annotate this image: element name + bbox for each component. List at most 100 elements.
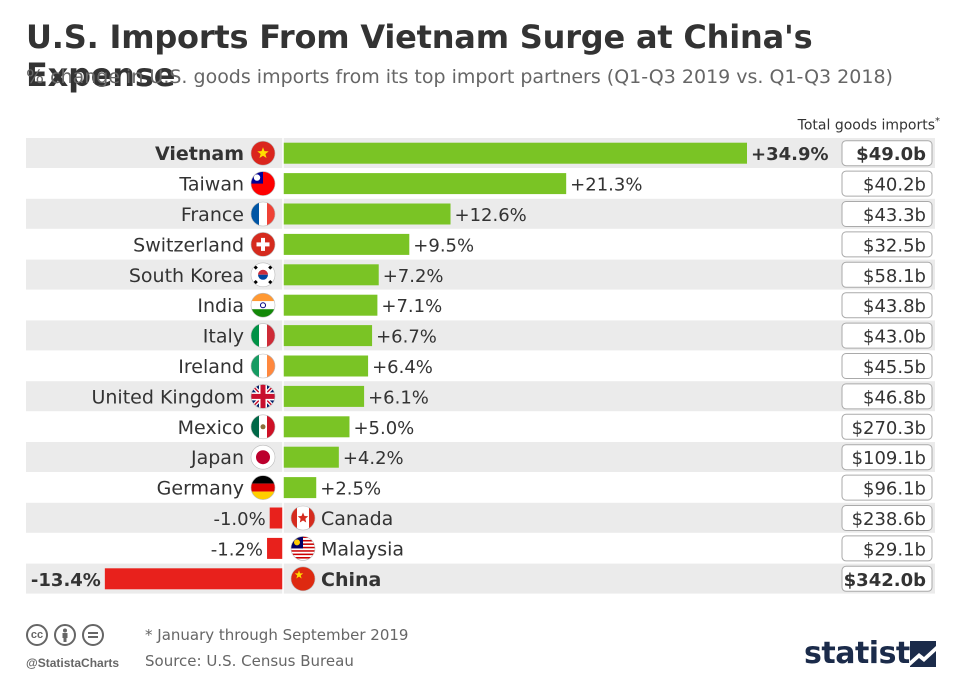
total-imports-box — [841, 231, 933, 258]
flag-outline — [250, 323, 276, 348]
total-imports-value: $238.6b — [852, 509, 926, 530]
flag-part — [251, 323, 259, 348]
category-label: Japan — [190, 447, 244, 469]
value-label: +6.4% — [372, 357, 433, 378]
flag-outline — [250, 444, 276, 470]
category-label: India — [197, 295, 244, 317]
flag-part — [309, 506, 315, 530]
row-shade — [26, 381, 935, 412]
flag-part — [251, 491, 275, 500]
flag-body — [291, 506, 315, 530]
taiwan-flag-icon — [250, 171, 276, 196]
canada-flag-icon — [290, 505, 316, 531]
twitter-handle[interactable]: @StatistaCharts — [26, 656, 120, 670]
flag-star — [257, 147, 269, 159]
china-flag-icon — [290, 566, 316, 592]
flag-part — [259, 354, 267, 378]
flag-part — [251, 293, 275, 302]
value-label: +5.0% — [353, 418, 414, 439]
bar — [267, 537, 283, 559]
bar — [283, 477, 317, 499]
value-label: +4.2% — [343, 448, 404, 469]
chart-title: U.S. Imports From Vietnam Surge at China… — [26, 18, 813, 94]
category-label: Switzerland — [133, 234, 244, 256]
total-imports-value: $29.1b — [863, 539, 926, 560]
flag-part — [251, 309, 275, 318]
total-imports-box — [841, 474, 933, 501]
flag-outline — [250, 232, 276, 257]
bar — [283, 142, 747, 164]
source-text: Source: U.S. Census Bureau — [145, 652, 354, 670]
total-imports-value: $43.0b — [863, 327, 926, 348]
by-icon — [54, 624, 76, 646]
total-imports-box — [841, 292, 933, 319]
italy-flag-icon — [250, 323, 276, 348]
ireland-flag-icon — [250, 353, 276, 379]
malaysia-flag-icon — [290, 536, 316, 561]
bar — [283, 385, 365, 407]
total-imports-value: $43.8b — [863, 296, 926, 317]
license-icons: cc — [26, 624, 104, 646]
flag-stripe — [291, 558, 315, 561]
bar-row: Japan +4.2% $109.1b — [26, 442, 935, 472]
row-shade — [26, 442, 935, 472]
total-imports-box — [841, 505, 933, 531]
mexico-flag-icon — [250, 414, 276, 440]
flag-part — [267, 414, 275, 439]
bar-row: Switzerland +9.5% $32.5b — [133, 231, 933, 258]
value-label: +9.5% — [413, 235, 474, 256]
bar-row: Vietnam +34.9% $49.0b — [26, 138, 935, 168]
total-imports-value: $58.1b — [863, 266, 926, 287]
total-imports-value: $96.1b — [863, 479, 926, 500]
bar-row: China -13.4% $342.0b — [26, 563, 935, 594]
flag-part — [251, 202, 259, 226]
category-label: France — [181, 204, 244, 226]
total-imports-box — [841, 201, 933, 227]
flag-body — [251, 414, 275, 439]
total-imports-header-marker: * — [935, 116, 940, 127]
flag-outline — [250, 475, 276, 500]
flag-part — [291, 566, 315, 591]
statista-logo[interactable]: statista — [804, 636, 930, 671]
total-imports-value: $342.0b — [844, 570, 926, 591]
bar-row: France +12.6% $43.3b — [26, 198, 935, 229]
value-label: -13.4% — [31, 570, 101, 591]
value-label: +34.9% — [751, 144, 829, 165]
bar — [283, 416, 350, 438]
category-label: Ireland — [178, 356, 244, 378]
row-shade — [26, 320, 935, 351]
flag-part — [256, 242, 270, 247]
category-label: China — [321, 569, 381, 591]
united-kingdom-flag-icon — [250, 384, 276, 409]
bar — [283, 264, 379, 286]
total-imports-box — [841, 353, 933, 379]
flag-leaf — [297, 512, 309, 523]
south-korea-flag-icon — [250, 262, 276, 288]
india-flag-icon — [250, 292, 276, 318]
flag-body — [251, 202, 275, 226]
flag-body — [251, 475, 275, 500]
value-label: +6.1% — [368, 387, 429, 408]
flag-body — [251, 171, 275, 196]
bar-row: Malaysia -1.2% $29.1b — [211, 535, 933, 562]
bar-row: Taiwan +21.3% $40.2b — [178, 170, 933, 197]
bar-row: India +7.1% $43.8b — [197, 292, 933, 319]
france-flag-icon — [250, 201, 276, 227]
flag-outline — [250, 201, 276, 227]
category-label: South Korea — [129, 265, 244, 287]
value-label: -1.0% — [213, 509, 265, 530]
flag-crescent — [294, 539, 300, 546]
total-imports-value: $43.3b — [863, 205, 926, 226]
total-imports-value: $49.0b — [856, 144, 926, 165]
bar-row: United Kingdom +6.1% $46.8b — [26, 381, 935, 412]
category-label: Germany — [157, 478, 244, 500]
bar-row: Ireland +6.4% $45.5b — [178, 353, 933, 379]
total-imports-value: $32.5b — [863, 235, 926, 256]
flag-part — [267, 202, 275, 226]
total-imports-box — [841, 140, 933, 167]
bar — [283, 294, 378, 316]
flag-part — [267, 354, 275, 378]
category-label: Vietnam — [155, 143, 244, 165]
flag-sun — [253, 174, 261, 181]
flag-outline — [250, 414, 276, 440]
